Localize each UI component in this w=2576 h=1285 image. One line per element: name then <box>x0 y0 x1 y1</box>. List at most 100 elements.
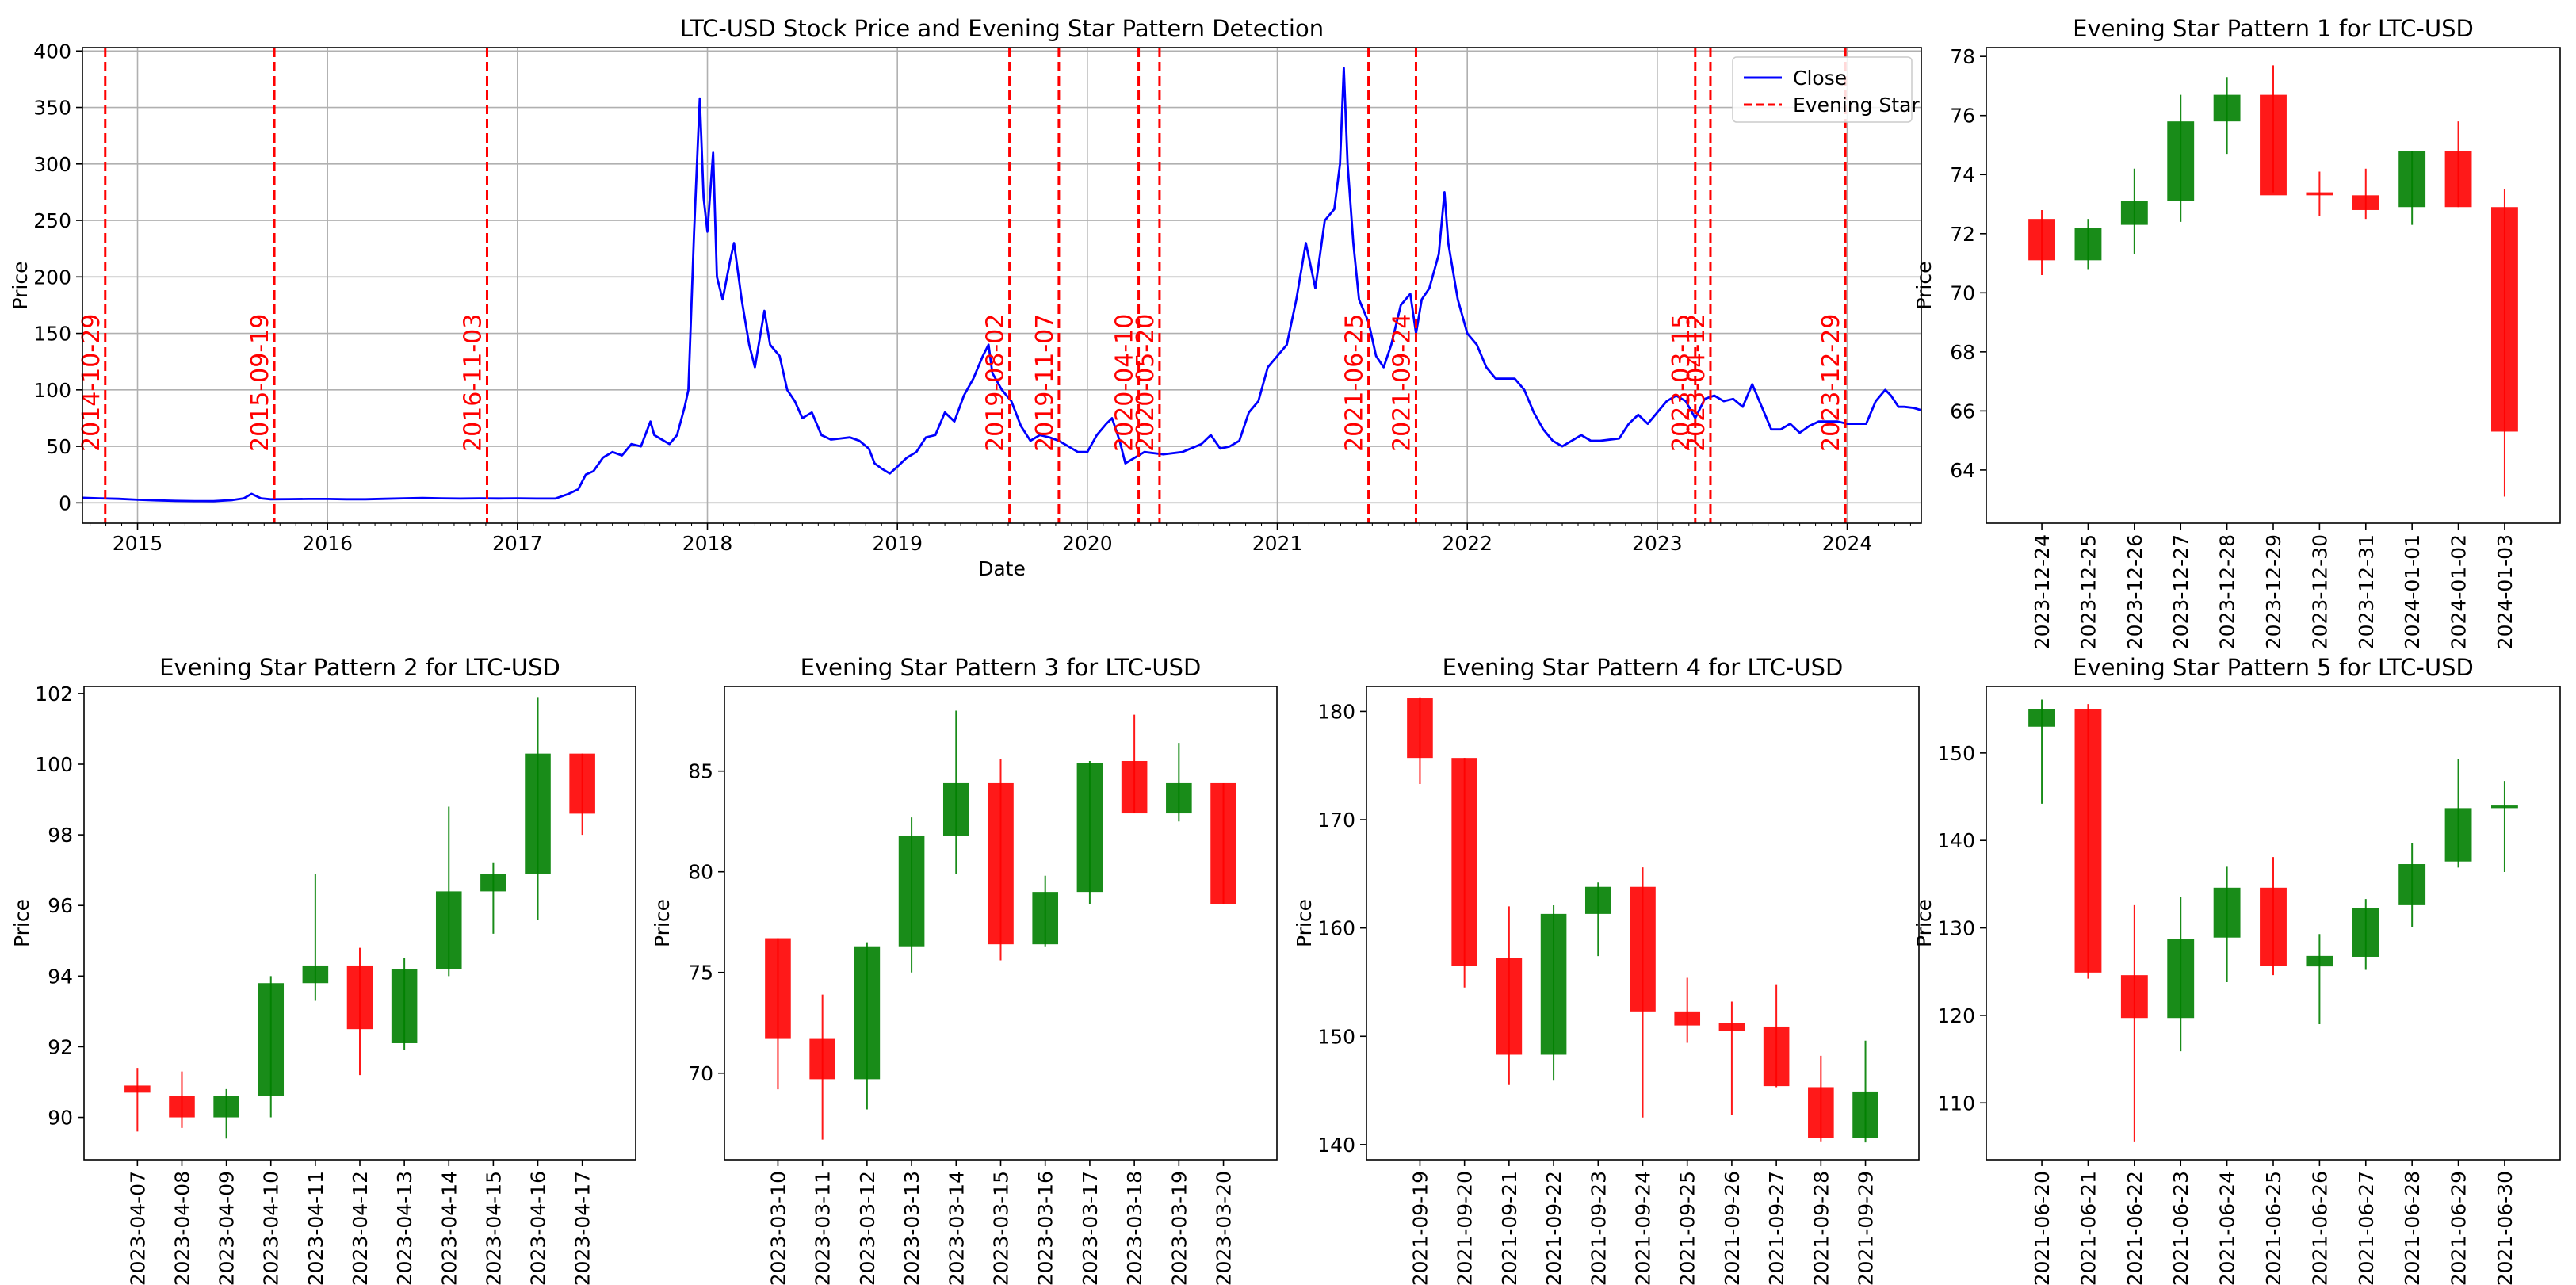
pattern-4-chart-ytick-label: 170 <box>1317 809 1355 832</box>
candle-body <box>258 983 285 1096</box>
pattern-4-chart-xtick-label: 2021-09-20 <box>1454 1171 1477 1285</box>
candle-body <box>1121 760 1148 814</box>
candle-body <box>1032 892 1059 945</box>
candle-body <box>2398 864 2426 905</box>
candle-body <box>480 874 506 892</box>
evening-star-marker-label: 2016-11-03 <box>459 314 487 452</box>
pattern-5-chart-xtick-label: 2021-06-30 <box>2494 1171 2517 1285</box>
candle-body <box>569 753 595 814</box>
pattern-1-chart-xtick-label: 2023-12-30 <box>2308 534 2331 649</box>
pattern-4-chart-xtick-label: 2021-09-19 <box>1408 1171 1431 1285</box>
main-chart-title: LTC-USD Stock Price and Evening Star Pat… <box>680 15 1324 42</box>
pattern-1-chart-ytick-label: 76 <box>1950 105 1975 128</box>
pattern-1-chart-xtick-label: 2023-12-28 <box>2216 534 2239 649</box>
evening-star-marker-label: 2021-06-25 <box>1341 314 1369 452</box>
pattern-1-chart-xtick-label: 2023-12-26 <box>2123 534 2146 649</box>
pattern-2-chart-xtick-label: 2023-04-09 <box>216 1171 239 1285</box>
legend-box <box>1732 56 1913 123</box>
candle-body <box>302 965 329 984</box>
candle-body <box>1630 886 1656 1012</box>
main-chart-xtick-label: 2017 <box>492 532 543 555</box>
evening-star-marker-label: 2020-05-20 <box>1132 314 1160 452</box>
main-chart-ytick-label: 300 <box>33 153 71 176</box>
main-chart-frame <box>82 47 1922 524</box>
candle-body <box>2028 709 2055 727</box>
pattern-5-chart-ytick-label: 150 <box>1937 742 1975 765</box>
pattern-3-chart-xtick-label: 2023-03-11 <box>812 1171 835 1285</box>
pattern-2-chart-xtick-label: 2023-04-10 <box>260 1171 283 1285</box>
pattern-5-chart-xtick-label: 2021-06-28 <box>2401 1171 2424 1285</box>
pattern-5-chart-xtick-label: 2021-06-24 <box>2216 1171 2239 1285</box>
pattern-5-chart-ytick-label: 110 <box>1937 1092 1975 1115</box>
evening-star-marker-label: 2019-11-07 <box>1031 314 1059 452</box>
main-chart-xtick-label: 2019 <box>872 532 923 555</box>
pattern-3-chart-ylabel: Price <box>651 899 674 947</box>
candle-body <box>2120 201 2148 225</box>
pattern-4-chart-ytick-label: 160 <box>1317 917 1355 940</box>
pattern-4-chart-frame <box>1366 686 1920 1161</box>
evening-star-marker-label: 2021-09-24 <box>1388 314 1416 452</box>
pattern-3-chart-xtick-label: 2023-03-15 <box>990 1171 1013 1285</box>
candle-body <box>2167 121 2195 201</box>
pattern-5-chart-xtick-label: 2021-06-22 <box>2123 1171 2146 1285</box>
pattern-4-chart-xtick-label: 2021-09-29 <box>1855 1171 1878 1285</box>
pattern-4-chart-xtick-label: 2021-09-28 <box>1810 1171 1833 1285</box>
pattern-3-chart-xtick-label: 2023-03-19 <box>1168 1171 1191 1285</box>
pattern-4-chart-xtick-label: 2021-09-22 <box>1542 1171 1565 1285</box>
candle-body <box>988 782 1014 945</box>
pattern-1-chart-ytick-label: 72 <box>1950 223 1975 246</box>
pattern-2-chart-xtick-label: 2023-04-17 <box>571 1171 594 1285</box>
pattern-3-chart-xtick-label: 2023-03-12 <box>856 1171 879 1285</box>
pattern-3-chart-xtick-label: 2023-03-13 <box>900 1171 923 1285</box>
pattern-4-chart-ytick-label: 140 <box>1317 1134 1355 1157</box>
evening-star-marker-label: 2023-03-15 <box>1668 314 1695 452</box>
pattern-1-chart-xtick-label: 2024-01-01 <box>2401 534 2424 649</box>
pattern-1-chart-ytick-label: 70 <box>1950 281 1975 304</box>
pattern-5-chart-ylabel: Price <box>1913 899 1936 947</box>
candle-body <box>2306 955 2333 967</box>
candle-body <box>765 938 791 1039</box>
pattern-1-chart-xtick-label: 2023-12-27 <box>2169 534 2192 649</box>
pattern-4-chart-ylabel: Price <box>1293 899 1316 947</box>
candle-body <box>1076 763 1103 893</box>
candle-body <box>1852 1091 1878 1138</box>
pattern-2-chart-ytick-label: 102 <box>35 683 73 706</box>
pattern-2-chart-xtick-label: 2023-04-13 <box>393 1171 416 1285</box>
candle-body <box>1407 698 1433 759</box>
main-chart-ytick-label: 100 <box>33 379 71 402</box>
main-chart-ytick-label: 0 <box>59 491 71 514</box>
main-chart-ylabel: Price <box>9 262 32 310</box>
pattern-1-chart-xtick-label: 2024-01-03 <box>2494 534 2517 649</box>
pattern-4-chart-ytick-label: 150 <box>1317 1025 1355 1048</box>
candle-body <box>809 1038 835 1080</box>
pattern-4-chart-ytick-label: 180 <box>1317 700 1355 723</box>
pattern-5-chart-xtick-label: 2021-06-29 <box>2448 1171 2471 1285</box>
main-chart-ytick-label: 50 <box>46 435 71 458</box>
candle-body <box>1540 913 1567 1055</box>
pattern-1-chart-xtick-label: 2023-12-24 <box>2031 534 2054 649</box>
close-price-line <box>82 67 1922 503</box>
pattern-1-chart-ytick-label: 74 <box>1950 163 1975 186</box>
main-chart-ytick-label: 150 <box>33 323 71 346</box>
candle-body <box>1584 886 1611 914</box>
candle-body <box>169 1096 195 1118</box>
pattern-2-chart-ytick-label: 96 <box>48 894 73 917</box>
pattern-5-chart-title: Evening Star Pattern 5 for LTC-USD <box>2073 654 2474 681</box>
main-chart-xtick-label: 2018 <box>682 532 733 555</box>
candle-body <box>435 891 462 969</box>
main-chart-ytick-label: 250 <box>33 209 71 232</box>
pattern-4-chart-xtick-label: 2021-09-21 <box>1498 1171 1521 1285</box>
candle-body <box>2306 192 2333 196</box>
candle-body <box>2444 808 2472 862</box>
legend-close-label: Close <box>1793 67 1847 90</box>
pattern-5-chart-ytick-label: 120 <box>1937 1004 1975 1027</box>
pattern-1-chart-ytick-label: 64 <box>1950 459 1975 482</box>
candle-body <box>2444 151 2472 208</box>
candle-body <box>346 965 373 1030</box>
main-chart-xtick-label: 2022 <box>1442 532 1492 555</box>
main-chart-xtick-label: 2024 <box>1822 532 1873 555</box>
pattern-5-chart-ytick-label: 130 <box>1937 917 1975 940</box>
pattern-1-chart-xtick-label: 2023-12-29 <box>2262 534 2285 649</box>
pattern-2-chart-xtick-label: 2023-04-14 <box>438 1171 461 1285</box>
pattern-3-chart-xtick-label: 2023-03-14 <box>945 1171 968 1285</box>
